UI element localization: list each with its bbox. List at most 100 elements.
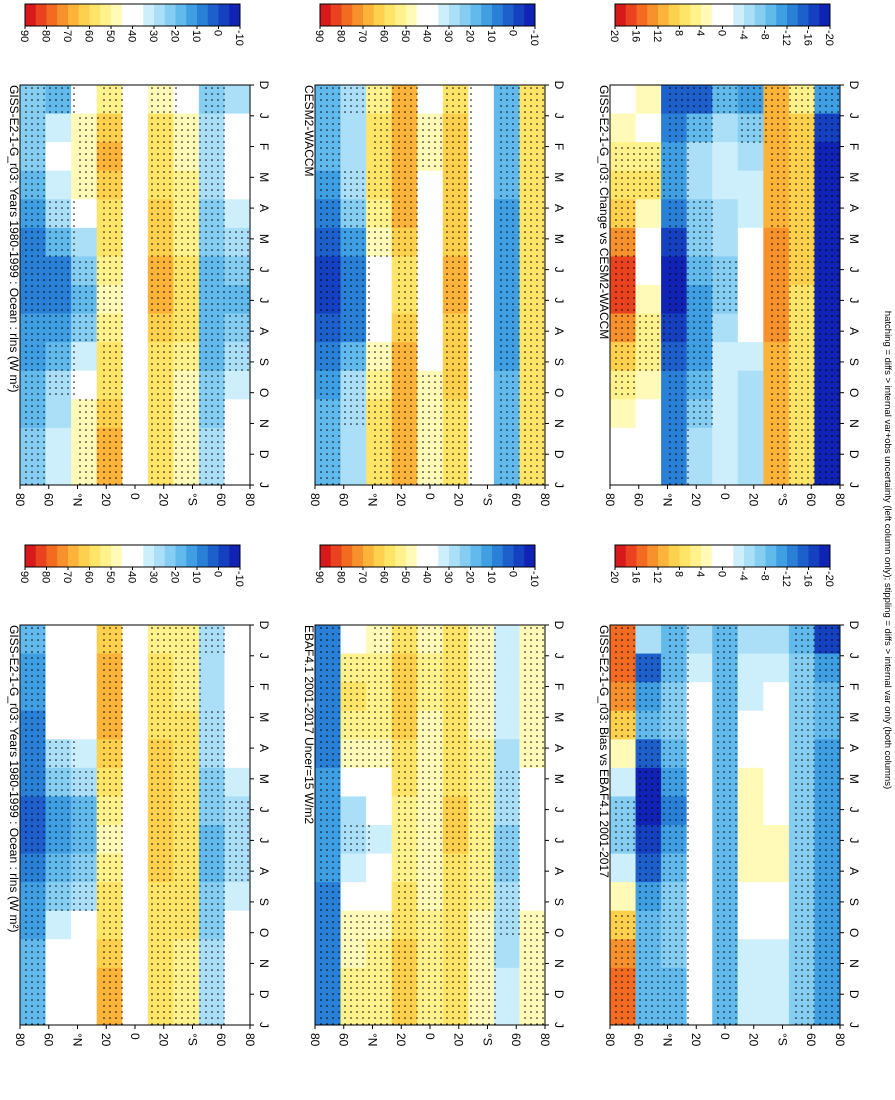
stipple-dot bbox=[542, 123, 544, 125]
stipple-dot bbox=[434, 465, 436, 467]
stipple-dot bbox=[398, 141, 400, 143]
stipple-dot bbox=[398, 183, 400, 185]
stipple-dot bbox=[320, 111, 322, 113]
stipple-dot bbox=[91, 171, 93, 173]
stipple-dot bbox=[205, 435, 207, 437]
stipple-dot bbox=[205, 321, 207, 323]
stipple-dot bbox=[410, 477, 412, 479]
stipple-dot bbox=[458, 429, 460, 431]
stipple-dot bbox=[440, 135, 442, 137]
stipple-dot bbox=[193, 471, 195, 473]
stipple-dot bbox=[61, 363, 63, 365]
stipple-dot bbox=[368, 273, 370, 275]
stipple-dot bbox=[31, 381, 33, 383]
stipple-dot bbox=[109, 315, 111, 317]
stipple-dot bbox=[332, 93, 334, 95]
stipple-dot bbox=[434, 453, 436, 455]
stipple-dot bbox=[169, 147, 171, 149]
heatmap-cell bbox=[468, 313, 495, 343]
stipple-dot bbox=[693, 345, 695, 347]
stipple-dot bbox=[326, 291, 328, 293]
stipple-dot bbox=[37, 207, 39, 209]
stipple-dot bbox=[350, 363, 352, 365]
stipple-dot bbox=[163, 453, 165, 455]
stipple-dot bbox=[386, 237, 388, 239]
stipple-dot bbox=[470, 381, 472, 383]
stipple-dot bbox=[452, 411, 454, 413]
stipple-dot bbox=[446, 129, 448, 131]
stipple-dot bbox=[524, 213, 526, 215]
stipple-dot bbox=[115, 207, 117, 209]
stipple-dot bbox=[470, 483, 472, 485]
heatmap-cell bbox=[712, 113, 739, 143]
month-tick-label: J bbox=[552, 267, 566, 273]
stipple-dot bbox=[518, 483, 520, 485]
stipple-dot bbox=[169, 129, 171, 131]
stipple-dot bbox=[452, 219, 454, 221]
stipple-dot bbox=[85, 147, 87, 149]
stipple-dot bbox=[530, 177, 532, 179]
month-tick-label: S bbox=[257, 358, 271, 366]
stipple-dot bbox=[669, 207, 671, 209]
month-tick-label: N bbox=[552, 419, 566, 428]
stipple-dot bbox=[639, 195, 641, 197]
stipple-dot bbox=[542, 261, 544, 263]
stipple-dot bbox=[464, 375, 466, 377]
stipple-dot bbox=[362, 99, 364, 101]
stipple-dot bbox=[410, 357, 412, 359]
stipple-dot bbox=[621, 225, 623, 227]
stipple-dot bbox=[440, 477, 442, 479]
stipple-dot bbox=[175, 291, 177, 293]
heatmap-cell bbox=[468, 342, 495, 372]
stipple-dot bbox=[687, 369, 689, 371]
stipple-dot bbox=[241, 291, 243, 293]
stipple-dot bbox=[181, 309, 183, 311]
stipple-dot bbox=[61, 339, 63, 341]
stipple-dot bbox=[404, 237, 406, 239]
stipple-dot bbox=[151, 459, 153, 461]
stipple-dot bbox=[398, 483, 400, 485]
stipple-dot bbox=[169, 225, 171, 227]
stipple-dot bbox=[181, 399, 183, 401]
stipple-dot bbox=[223, 441, 225, 443]
stipple-dot bbox=[181, 357, 183, 359]
stipple-dot bbox=[115, 225, 117, 227]
stipple-dot bbox=[193, 123, 195, 125]
stipple-dot bbox=[368, 339, 370, 341]
stipple-dot bbox=[163, 267, 165, 269]
stipple-dot bbox=[241, 243, 243, 245]
stipple-dot bbox=[121, 147, 123, 149]
stipple-dot bbox=[163, 321, 165, 323]
stipple-dot bbox=[121, 267, 123, 269]
month-tick-label: M bbox=[257, 172, 271, 182]
stipple-dot bbox=[151, 423, 153, 425]
stipple-dot bbox=[332, 237, 334, 239]
stipple-dot bbox=[103, 267, 105, 269]
stipple-dot bbox=[181, 225, 183, 227]
stipple-dot bbox=[175, 321, 177, 323]
colorbar-swatch bbox=[438, 4, 450, 26]
stipple-dot bbox=[542, 339, 544, 341]
stipple-dot bbox=[121, 321, 123, 323]
stipple-dot bbox=[157, 285, 159, 287]
stipple-dot bbox=[217, 405, 219, 407]
stipple-dot bbox=[211, 423, 213, 425]
stipple-dot bbox=[187, 279, 189, 281]
stipple-dot bbox=[193, 243, 195, 245]
stipple-dot bbox=[536, 237, 538, 239]
stipple-dot bbox=[536, 441, 538, 443]
stipple-dot bbox=[193, 381, 195, 383]
stipple-dot bbox=[392, 447, 394, 449]
heatmap bbox=[315, 85, 545, 485]
stipple-dot bbox=[43, 279, 45, 281]
heatmap-cell bbox=[814, 285, 840, 315]
stipple-dot bbox=[524, 273, 526, 275]
stipple-dot bbox=[79, 279, 81, 281]
stipple-dot bbox=[223, 261, 225, 263]
stipple-dot bbox=[422, 135, 424, 137]
stipple-dot bbox=[536, 405, 538, 407]
stipple-dot bbox=[109, 309, 111, 311]
stipple-dot bbox=[392, 153, 394, 155]
stipple-dot bbox=[651, 147, 653, 149]
stipple-dot bbox=[187, 141, 189, 143]
